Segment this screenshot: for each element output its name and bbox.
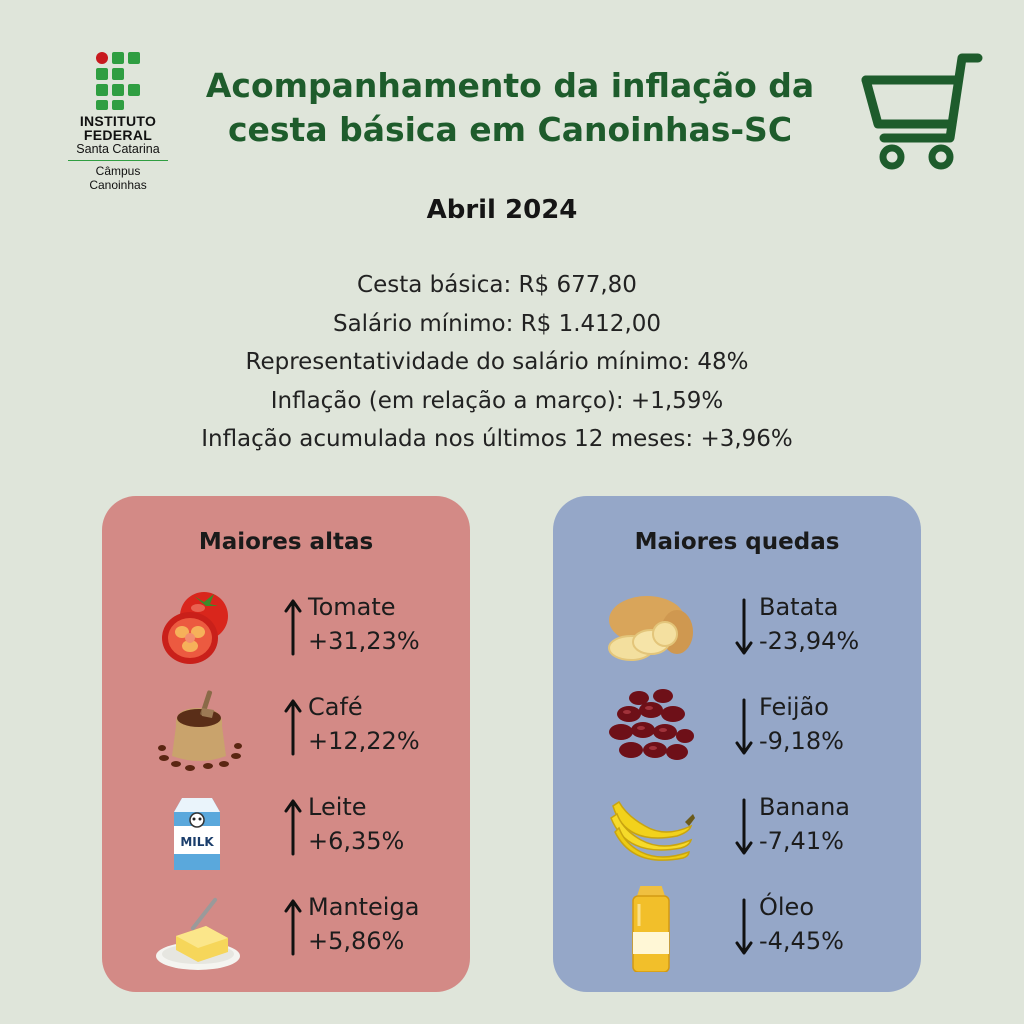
title-line-1: Acompanhamento da inflação da xyxy=(205,66,815,105)
potato-icon xyxy=(608,596,693,661)
item-tomate: Tomate +31,23% xyxy=(102,584,470,674)
item-name: Tomate xyxy=(308,593,396,621)
stat-representatividade: Representatividade do salário mínimo: 48… xyxy=(245,349,749,375)
item-name: Batata xyxy=(759,593,839,621)
item-change: -9,18% xyxy=(759,727,844,755)
banana-icon xyxy=(610,800,695,861)
item-name: Café xyxy=(308,693,363,721)
item-name: Óleo xyxy=(759,893,815,921)
panel-maiores-quedas: Maiores quedas Batata -23,94% xyxy=(553,496,921,992)
logo-line-instituto: INSTITUTO xyxy=(79,113,157,129)
logo-line-campus: Câmpus xyxy=(95,164,141,178)
item-feijao: Feijão -9,18% xyxy=(553,684,921,774)
arrow-down-icon xyxy=(735,798,753,855)
milk-label: MILK xyxy=(180,835,214,849)
page-title: Acompanhamento da inflação da cesta bási… xyxy=(190,64,830,152)
summary-stats: Cesta básica: R$ 677,80 Salário mínimo: … xyxy=(0,266,994,459)
logo-line-canoinhas: Canoinhas xyxy=(89,178,147,192)
panel-title-altas: Maiores altas xyxy=(198,529,374,555)
item-manteiga: Manteiga +5,86% xyxy=(102,884,470,974)
month-heading: Abril 2024 xyxy=(426,195,578,225)
butter-icon xyxy=(156,897,240,970)
stat-inflacao-mensal: Inflação (em relação a março): +1,59% xyxy=(270,387,724,414)
item-name: Leite xyxy=(308,793,367,821)
beans-icon xyxy=(609,689,694,760)
stat-inflacao-acumulada: Inflação acumulada nos últimos 12 meses:… xyxy=(201,426,793,452)
item-change: -23,94% xyxy=(759,627,860,655)
arrow-up-icon xyxy=(284,599,302,656)
item-banana: Banana -7,41% xyxy=(553,784,921,874)
item-change: +5,86% xyxy=(308,927,405,955)
panel-maiores-altas: Maiores altas Tomate +31,23% xyxy=(102,496,470,992)
coffee-beans-icon xyxy=(158,690,242,771)
arrow-up-icon xyxy=(284,899,302,956)
arrow-up-icon xyxy=(284,699,302,756)
panel-title-quedas: Maiores quedas xyxy=(634,529,840,555)
item-name: Manteiga xyxy=(308,893,420,921)
stat-salario-minimo: Salário mínimo: R$ 1.412,00 xyxy=(332,310,662,337)
item-change: -4,45% xyxy=(759,927,844,955)
stat-cesta-basica: Cesta básica: R$ 677,80 xyxy=(357,272,637,298)
logo-divider xyxy=(68,160,168,161)
arrow-down-icon xyxy=(735,698,753,755)
title-line-2: cesta básica em Canoinhas-SC xyxy=(227,110,793,149)
item-name: Feijão xyxy=(759,693,829,721)
item-batata: Batata -23,94% xyxy=(553,584,921,674)
item-leite: MILK Leite +6,35% xyxy=(102,784,470,874)
institute-logo: INSTITUTO FEDERAL Santa Catarina Câmpus … xyxy=(58,52,178,192)
item-change: +31,23% xyxy=(308,627,420,655)
item-change: +6,35% xyxy=(308,827,405,855)
logo-line-santa-catarina: Santa Catarina xyxy=(76,142,160,156)
logo-grid-icon xyxy=(96,52,140,110)
arrow-up-icon xyxy=(284,799,302,856)
arrow-down-icon xyxy=(735,598,753,655)
item-cafe: Café +12,22% xyxy=(102,684,470,774)
arrow-down-icon xyxy=(735,898,753,955)
shopping-cart-icon xyxy=(861,53,983,170)
item-change: -7,41% xyxy=(759,827,844,855)
logo-line-federal: FEDERAL xyxy=(83,127,153,143)
item-change: +12,22% xyxy=(308,727,420,755)
oil-bottle-icon xyxy=(632,886,670,972)
item-oleo: Óleo -4,45% xyxy=(553,884,921,974)
item-name: Banana xyxy=(759,793,851,821)
tomato-icon xyxy=(162,592,228,664)
milk-carton-icon: MILK xyxy=(174,798,220,870)
